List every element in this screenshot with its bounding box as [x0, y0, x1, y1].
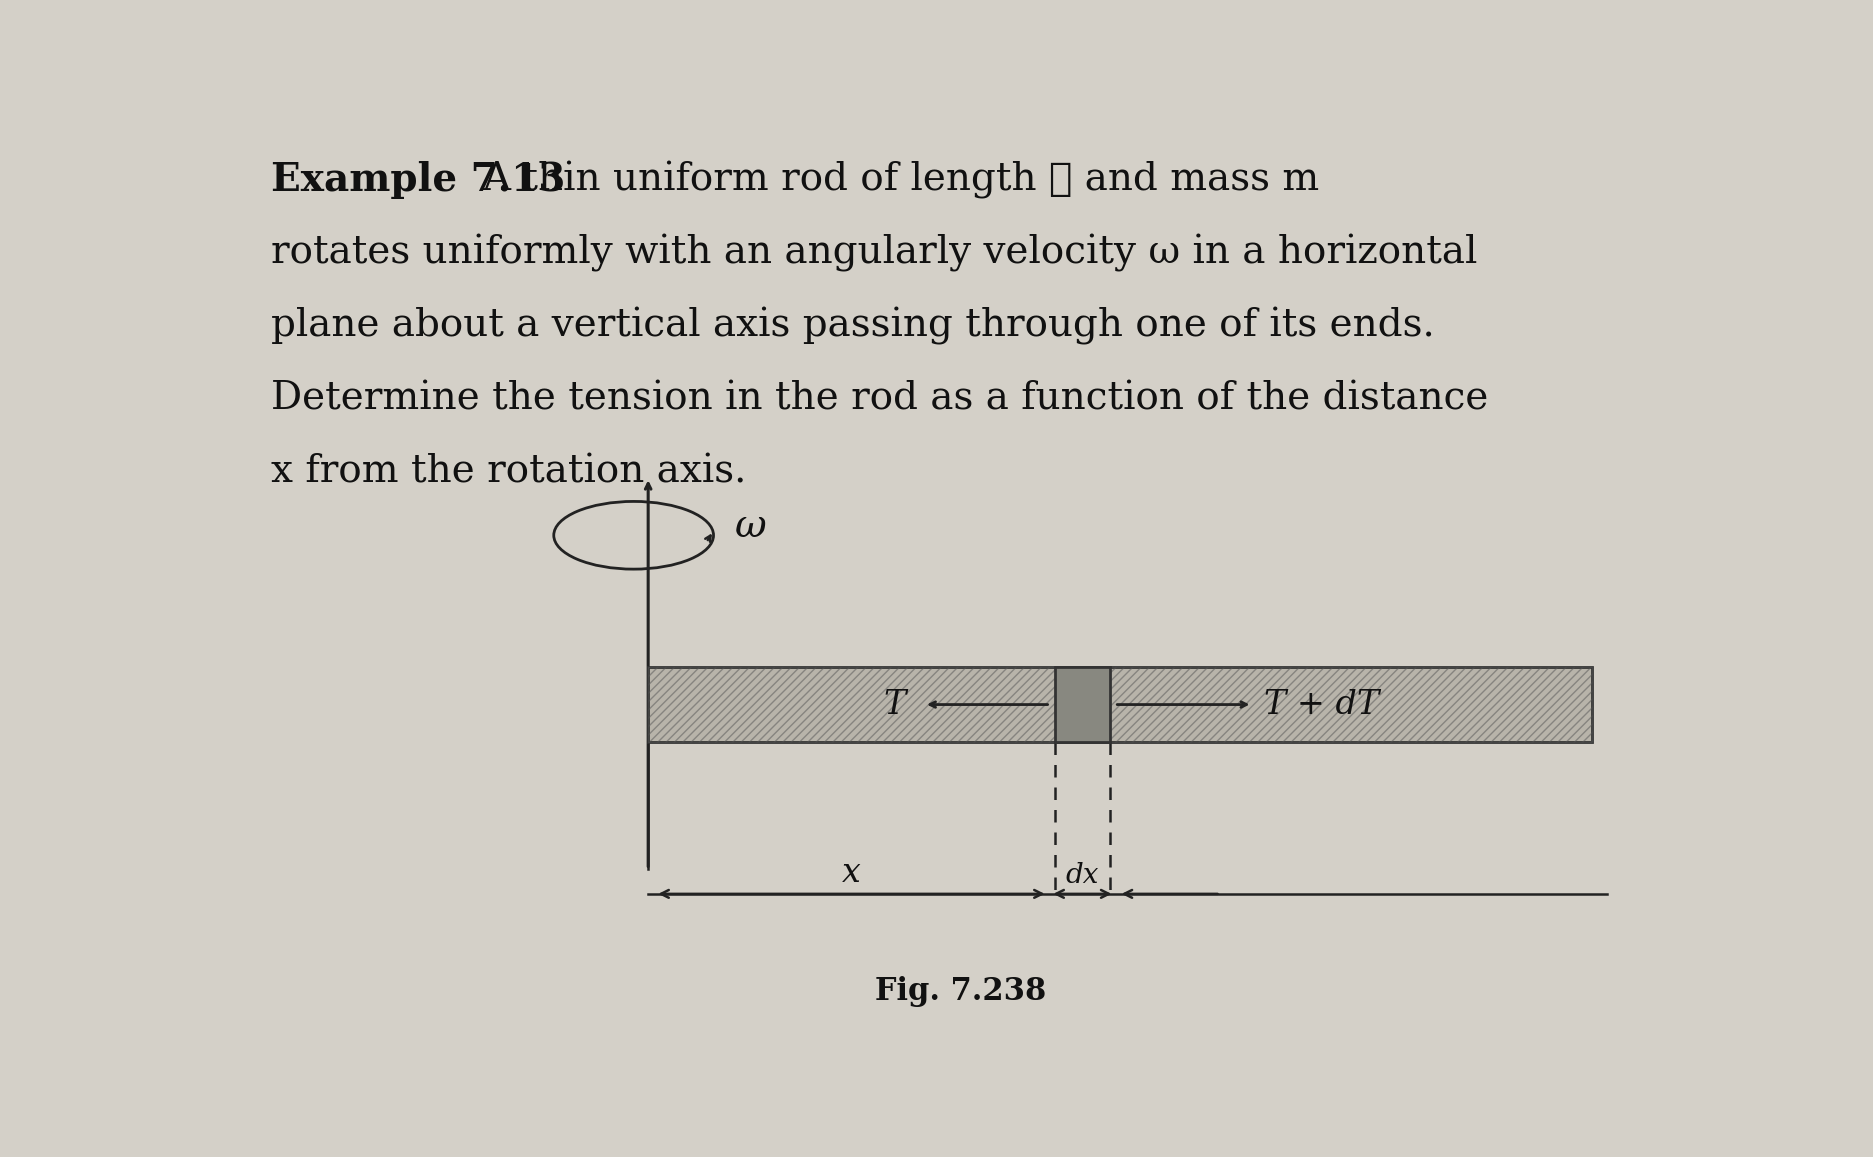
Text: x from the rotation axis.: x from the rotation axis.	[270, 454, 745, 491]
Bar	[648, 666, 1592, 743]
Text: T + dT: T + dT	[1262, 688, 1379, 721]
Text: rotates uniformly with an angularly velocity ω in a horizontal: rotates uniformly with an angularly velo…	[270, 234, 1476, 272]
Text: Fig. 7.238: Fig. 7.238	[875, 977, 1045, 1008]
Text: Determine the tension in the rod as a function of the distance: Determine the tension in the rod as a fu…	[270, 381, 1487, 418]
Text: T: T	[882, 688, 905, 721]
Text: plane about a vertical axis passing through one of its ends.: plane about a vertical axis passing thro…	[270, 308, 1433, 345]
Bar	[648, 666, 1592, 743]
Text: ω: ω	[734, 508, 766, 545]
Text: Example 7.13: Example 7.13	[270, 161, 564, 199]
Text: A thin uniform rod of length ℓ and mass m: A thin uniform rod of length ℓ and mass …	[483, 161, 1319, 199]
Text: dx: dx	[1066, 862, 1099, 890]
Text: x: x	[841, 857, 860, 890]
Bar	[1054, 666, 1109, 743]
